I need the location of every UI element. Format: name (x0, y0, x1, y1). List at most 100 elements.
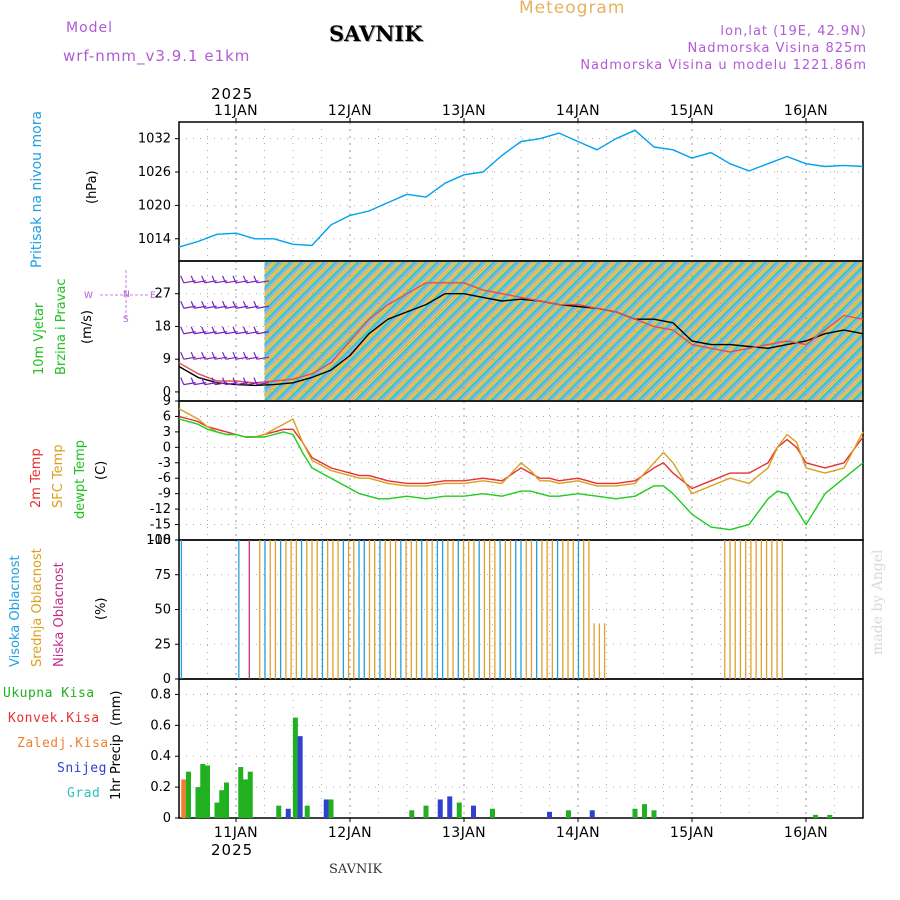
wind-barb (221, 301, 227, 309)
ytick-label: -6 (158, 471, 171, 486)
precip-bar (214, 802, 220, 818)
wind-barb (201, 275, 206, 284)
wind-barb (190, 301, 195, 309)
day-label-top: 16JAN (784, 103, 828, 119)
legend-hail: Grad (67, 786, 101, 801)
precip-bar (456, 802, 462, 818)
wind-barb (211, 351, 216, 360)
compass-s: S (123, 315, 129, 325)
day-label-top: 12JAN (328, 103, 372, 119)
wind-barb (256, 356, 269, 360)
day-label-bottom: 16JAN (784, 825, 828, 841)
series-line-2m-temp (178, 415, 864, 490)
series-line-wind-speed (178, 293, 864, 387)
station-title: SAVNIK (329, 21, 423, 46)
wind-barb (201, 377, 206, 385)
precip-bar (651, 810, 657, 818)
lonlat-label: lon,lat (19E, 42.9N) (720, 24, 867, 39)
wind-barb (256, 382, 269, 386)
precip-bar (566, 810, 571, 818)
day-label-top: 15JAN (670, 103, 714, 119)
ytick-label: -3 (158, 456, 171, 471)
precip-bar (642, 804, 647, 818)
ytick-label: -12 (150, 502, 171, 517)
wind-barb (201, 301, 206, 309)
wind-shading (264, 262, 863, 400)
ytick-label: -15 (150, 518, 171, 533)
wind-barb (190, 351, 195, 360)
wind-barb (211, 377, 216, 385)
wind-barb (242, 377, 248, 385)
wind-barb (242, 326, 248, 334)
ytick-label: 0.2 (150, 780, 171, 795)
precip-bar (200, 763, 206, 818)
wind-barb (180, 377, 185, 385)
series-line-sfc-temp (178, 408, 864, 495)
footer-station: SAVNIK (329, 862, 383, 877)
wind-barb (211, 326, 216, 334)
model-name: wrf-nmm_v3.9.1 e1km (63, 47, 251, 65)
year-label-bottom: 2025 (211, 841, 253, 859)
wind-barb (256, 280, 269, 284)
wind-barb (242, 351, 248, 360)
series-line-dewpt-temp (178, 418, 864, 531)
precip-bar (219, 790, 225, 818)
precip-bar (827, 814, 833, 818)
precip-bar (186, 771, 191, 818)
day-label-top: 14JAN (556, 103, 600, 119)
wind-barb (256, 331, 269, 335)
precip-bar (297, 736, 303, 818)
ytick-label: 18 (154, 319, 171, 334)
meteogram-title: Meteogram (519, 0, 626, 18)
precip-bar (195, 787, 201, 818)
wind-barb (201, 326, 206, 334)
ytick-label: 0.8 (150, 687, 171, 702)
precip-bar (328, 799, 334, 818)
elevation-label: Nadmorska Visina 825m (687, 41, 867, 56)
ytick-label: 1026 (138, 165, 171, 180)
ytick-label: 0 (163, 385, 171, 400)
ytick-label: 1020 (138, 198, 171, 213)
precip-bar (276, 805, 282, 818)
model-elevation-label: Nadmorska Visina u modelu 1221.86m (580, 58, 867, 73)
ytick-label: 27 (154, 287, 171, 302)
precip-bar (409, 810, 415, 818)
wind-barb (232, 275, 237, 284)
wind-barb (232, 326, 237, 334)
precip-bar (224, 782, 229, 818)
wind-barb (180, 275, 185, 284)
day-label-bottom: 14JAN (556, 825, 600, 841)
ytick-label: 0 (163, 811, 171, 826)
model-label: Model (66, 20, 114, 36)
precip-bar (490, 808, 495, 818)
legend-snow: Snijeg (57, 761, 107, 776)
wind-barb (180, 301, 185, 309)
precip-bar (447, 796, 453, 818)
precip-bar (243, 779, 248, 818)
precip-bar (285, 808, 291, 818)
precip-bar (238, 767, 244, 818)
day-label-bottom: 12JAN (328, 825, 372, 841)
panel-frame (178, 678, 864, 819)
day-label-top: 11JAN (214, 103, 258, 119)
precip-bar (205, 765, 210, 818)
panel-frame (178, 121, 864, 262)
year-label-top: 2025 (211, 85, 253, 103)
wind-barb (190, 275, 195, 284)
series-line-gust (178, 282, 864, 384)
wind-barb (242, 275, 248, 284)
wind-barb (180, 326, 185, 334)
ytick-label: 0.4 (150, 749, 171, 764)
precip-bar (632, 808, 638, 818)
ytick-label: -18 (150, 533, 171, 548)
wind-barb (253, 326, 258, 334)
wind-barb (256, 305, 269, 309)
ytick-label: 0.6 (150, 718, 171, 733)
wind-barb (232, 351, 237, 360)
series-line-0 (178, 129, 864, 248)
day-label-bottom: 15JAN (670, 825, 714, 841)
precip-bar (181, 779, 187, 818)
ytick-label: 1014 (138, 232, 171, 247)
ytick-label: 50 (154, 603, 171, 618)
compass-w: W (84, 291, 93, 301)
